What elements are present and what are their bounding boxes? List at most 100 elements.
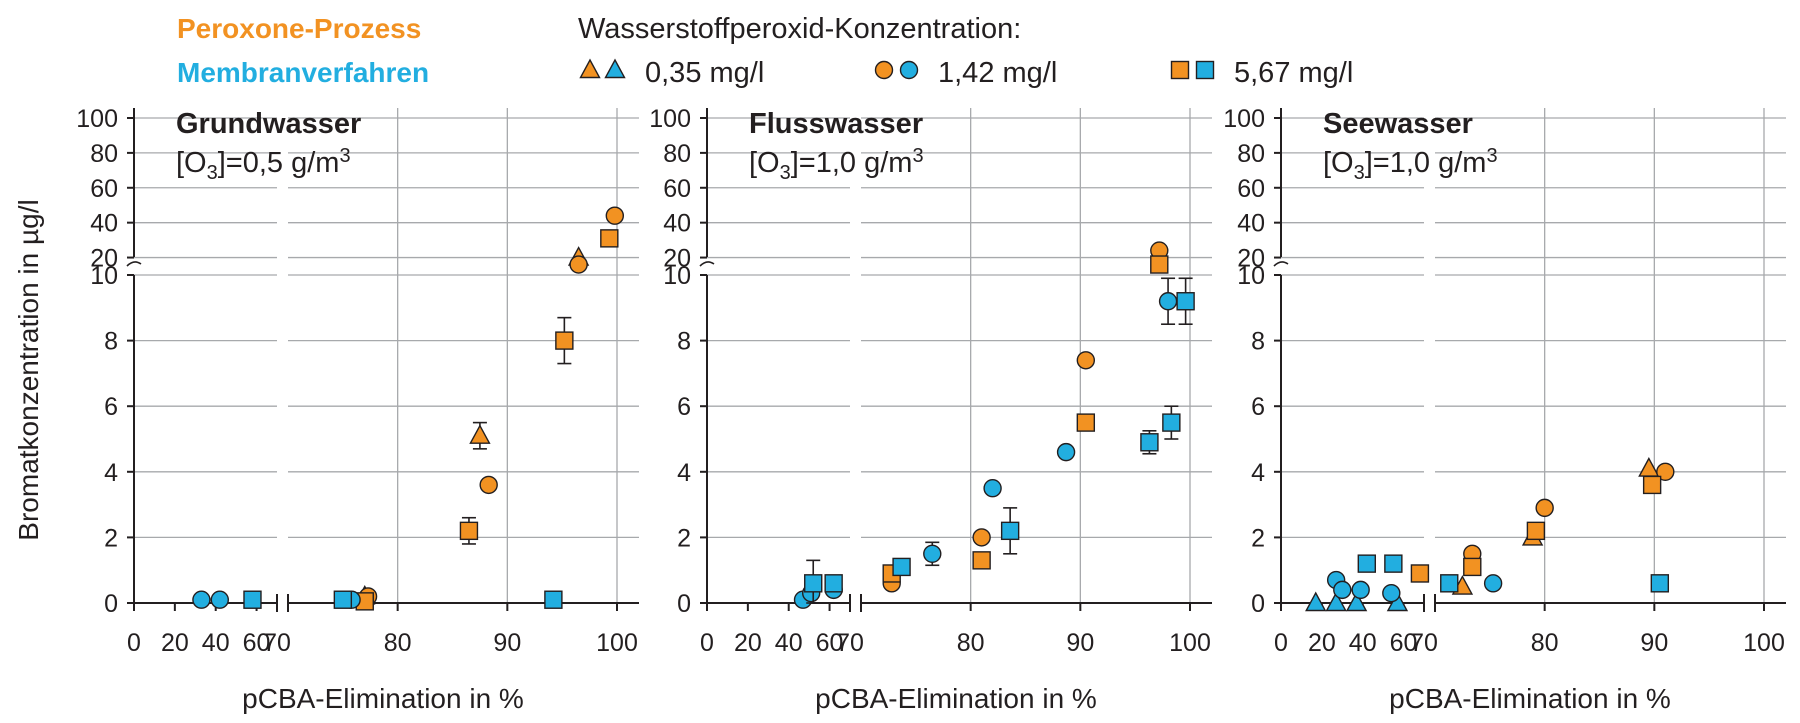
data-point [1076,351,1096,370]
legend-item-0035: 0,35 mg/l [579,57,764,89]
data-point [804,574,823,593]
data-point [1351,580,1370,600]
data-point [1642,475,1662,495]
x-tick-label: 20 [734,629,762,657]
x-tick-label: 90 [493,629,521,657]
x-break-gap [277,106,288,604]
panel-2: Seewasser[O3]=1,0 g/m3024681020406080100… [1223,105,1786,714]
panel-subtitle: [O3]=0,5 g/m3 [176,145,351,184]
data-point [1526,521,1546,541]
y-tick-label: 40 [1237,210,1265,238]
legend-marker-peroxone [1170,60,1190,80]
data-point [555,331,574,350]
y-tick-label: 80 [663,140,691,168]
legend-item-label: 0,35 mg/l [645,57,764,89]
data-point [1638,457,1660,477]
y-tick-label: 4 [677,459,691,487]
y-tick-label: 6 [104,393,118,421]
data-point [1150,255,1169,274]
x-tick-label: 100 [1169,629,1211,657]
y-tick-label: 100 [1223,105,1265,133]
data-point [333,590,353,609]
legend-marker-peroxone [874,60,894,80]
legend-triangle-markers [579,58,626,79]
legend-marker-membrane [899,60,919,80]
x-tick-label: 0 [127,629,141,657]
data-point [1384,554,1403,573]
y-tick-label: 4 [1251,459,1265,487]
legend-item-0142: 1,42 mg/l [874,57,1057,89]
y-tick-label: 40 [90,210,118,238]
y-axis-break-mark [126,261,142,267]
data-point [1162,413,1181,432]
panel-title: Seewasser [1323,108,1473,140]
data-point [1158,292,1178,311]
x-axis-label: pCBA-Elimination in % [242,683,524,714]
data-point [1357,554,1377,573]
y-tick-label: 0 [104,590,118,618]
panel-title: Flusswasser [749,108,923,140]
y-tick-label: 10 [663,262,691,290]
y-tick-label: 20 [663,245,691,273]
data-point [459,521,479,541]
legend-concentration-heading: Wasserstoffperoxid-Konzentration: [578,13,1021,45]
data-point [1076,413,1096,432]
legend-peroxone-label: Peroxone-Prozess [177,13,421,44]
data-point [544,590,563,609]
data-point [1345,591,1368,612]
x-tick-label: 0 [1274,629,1288,657]
y-tick-label: 60 [663,175,691,203]
x-axis-label: pCBA-Elimination in % [815,683,1097,714]
y-tick-label: 10 [1237,262,1265,290]
data-point [1333,580,1352,600]
y-tick-label: 8 [677,328,691,356]
y-tick-label: 6 [677,393,691,421]
y-tick-label: 20 [1237,245,1265,273]
data-point [469,424,491,444]
legend-item-0567: 5,67 mg/l [1170,57,1353,89]
legend-marker-membrane [604,58,626,79]
x-tick-label: 40 [202,629,230,657]
y-axis-break-mark [699,261,715,267]
x-tick-label: 60 [243,629,271,657]
y-tick-label: 100 [649,105,691,133]
y-tick-label: 2 [677,524,691,552]
y-tick-label: 6 [1251,393,1265,421]
data-point [569,255,588,274]
x-tick-label: 80 [1531,629,1559,657]
data-point [1140,433,1159,452]
y-tick-label: 2 [104,524,118,552]
x-axis-label: pCBA-Elimination in % [1389,683,1671,714]
data-point [1325,591,1347,612]
legend-square-markers [1170,60,1215,80]
y-tick-label: 8 [1251,328,1265,356]
data-point [479,475,498,495]
x-tick-label: 60 [816,629,844,657]
data-point [1410,564,1430,583]
data-point [605,206,625,225]
data-point [1382,583,1401,603]
y-tick-label: 80 [90,140,118,168]
x-tick-label: 70 [263,629,291,657]
data-point [1000,521,1020,541]
y-tick-label: 10 [90,262,118,290]
data-point [1440,574,1459,593]
legend-marker-peroxone [579,58,601,79]
x-tick-label: 70 [836,629,864,657]
legend-item-label: 1,42 mg/l [938,57,1057,89]
x-tick-label: 100 [1743,629,1785,657]
panel-0: Grundwasser[O3]=0,5 g/m30246810204060801… [76,105,639,714]
data-point [972,528,991,547]
data-point [923,544,942,563]
legend-marker-membrane [1195,60,1215,80]
x-tick-label: 20 [161,629,189,657]
data-point [983,479,1002,498]
x-tick-label: 20 [1308,629,1336,657]
y-tick-label: 4 [104,459,118,487]
y-tick-label: 2 [1251,524,1265,552]
x-tick-label: 0 [700,629,714,657]
data-point [892,557,911,577]
data-point [600,229,619,248]
x-tick-label: 100 [596,629,638,657]
